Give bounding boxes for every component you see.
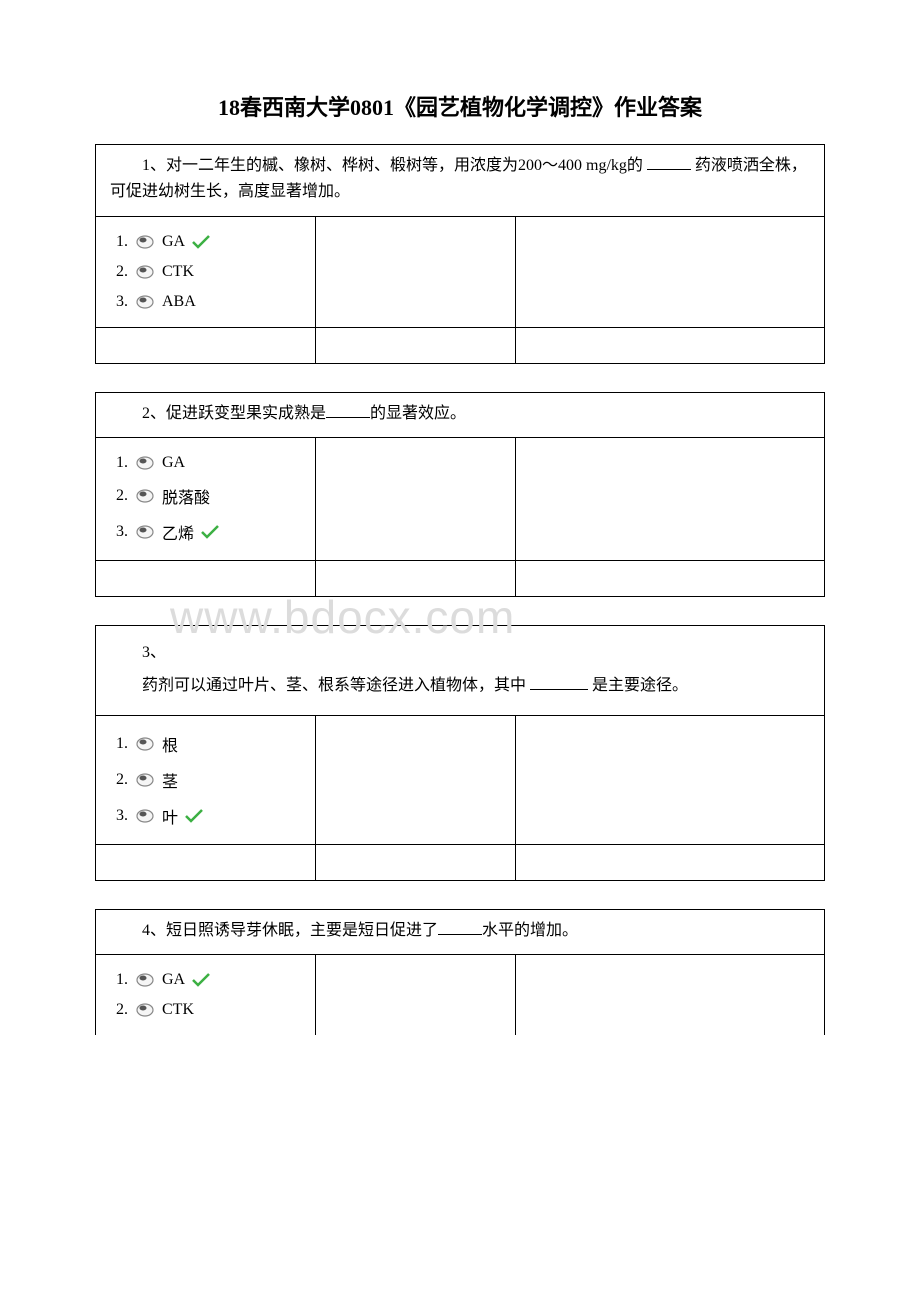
option-number: 1. <box>116 454 128 472</box>
check-icon <box>191 233 211 251</box>
option-row: 1. GA <box>110 227 301 257</box>
question-block-2: 2、促进跃变型果实成熟是的显著效应。 1. GA 2. 脱落 <box>95 392 825 597</box>
question-block-1: 1、对一二年生的槭、橡树、桦树、椴树等，用浓度为200～400 mg/kg的 药… <box>95 144 825 364</box>
q2-prefix: 2、 <box>142 405 166 422</box>
question-block-4: 4、短日照诱导芽休眠，主要是短日促进了 水平的增加。 1. GA 2. <box>95 909 825 1035</box>
radio-icon[interactable] <box>134 263 156 281</box>
radio-icon[interactable] <box>134 807 156 825</box>
check-icon <box>191 971 211 989</box>
option-label: CTK <box>162 263 194 281</box>
radio-icon[interactable] <box>134 771 156 789</box>
q3-text-b: 是主要途径。 <box>592 677 688 694</box>
option-label: 叶 <box>162 804 178 828</box>
option-row: 3. ABA <box>110 287 301 317</box>
option-row: 2. CTK <box>110 995 301 1025</box>
question-table-1: 1、对一二年生的槭、橡树、桦树、椴树等，用浓度为200～400 mg/kg的 药… <box>95 144 825 364</box>
option-label: GA <box>162 233 185 251</box>
question-table-3: 3、 药剂可以通过叶片、茎、根系等途径进入植物体，其中 是主要途径。 1. 根 <box>95 625 825 881</box>
option-number: 1. <box>116 735 128 753</box>
question-table-2: 2、促进跃变型果实成熟是的显著效应。 1. GA 2. 脱落 <box>95 392 825 597</box>
option-label: 根 <box>162 732 178 756</box>
check-icon <box>184 807 204 825</box>
option-number: 2. <box>116 771 128 789</box>
radio-icon[interactable] <box>134 1001 156 1019</box>
check-icon <box>200 523 220 541</box>
blank-fill <box>438 919 482 935</box>
option-label: 乙烯 <box>162 520 194 544</box>
option-number: 2. <box>116 263 128 281</box>
option-label: GA <box>162 971 185 989</box>
q1-prefix: 1、 <box>142 157 166 174</box>
option-label: 茎 <box>162 768 178 792</box>
radio-icon[interactable] <box>134 233 156 251</box>
option-number: 2. <box>116 1001 128 1019</box>
question-block-3: 3、 药剂可以通过叶片、茎、根系等途径进入植物体，其中 是主要途径。 1. 根 <box>95 625 825 881</box>
question-table-4: 4、短日照诱导芽休眠，主要是短日促进了 水平的增加。 1. GA 2. <box>95 909 825 1035</box>
q4-text-a: 短日照诱导芽休眠，主要是短日促进了 <box>166 922 438 939</box>
option-row: 2. CTK <box>110 257 301 287</box>
radio-icon[interactable] <box>134 523 156 541</box>
q4-prefix: 4、 <box>142 922 166 939</box>
option-number: 1. <box>116 971 128 989</box>
q2-text-b: 的显著效应。 <box>370 405 466 422</box>
q3-text-a: 药剂可以通过叶片、茎、根系等途径进入植物体，其中 <box>142 677 526 694</box>
option-row: 3. 乙烯 <box>110 514 301 550</box>
option-label: ABA <box>162 293 196 311</box>
option-number: 2. <box>116 487 128 505</box>
option-label: 脱落酸 <box>162 484 210 508</box>
q4-text-b: 水平的增加。 <box>482 922 578 939</box>
option-number: 3. <box>116 293 128 311</box>
radio-icon[interactable] <box>134 735 156 753</box>
option-row: 2. 脱落酸 <box>110 478 301 514</box>
option-row: 2. 茎 <box>110 762 301 798</box>
option-number: 3. <box>116 807 128 825</box>
option-row: 3. 叶 <box>110 798 301 834</box>
q2-text-a: 促进跃变型果实成熟是 <box>166 405 326 422</box>
option-label: CTK <box>162 1001 194 1019</box>
blank-fill <box>647 154 691 170</box>
option-number: 1. <box>116 233 128 251</box>
radio-icon[interactable] <box>134 971 156 989</box>
radio-icon[interactable] <box>134 293 156 311</box>
page-title: 18春西南大学0801《园艺植物化学调控》作业答案 <box>95 90 825 122</box>
radio-icon[interactable] <box>134 454 156 472</box>
option-row: 1. GA <box>110 965 301 995</box>
q3-prefix: 3、 <box>142 644 166 661</box>
blank-fill <box>530 674 588 690</box>
option-row: 1. GA <box>110 448 301 478</box>
blank-fill <box>326 402 370 418</box>
radio-icon[interactable] <box>134 487 156 505</box>
option-label: GA <box>162 454 185 472</box>
option-number: 3. <box>116 523 128 541</box>
option-row: 1. 根 <box>110 726 301 762</box>
q1-text-a: 对一二年生的槭、橡树、桦树、椴树等，用浓度为200～400 mg/kg的 <box>166 157 643 174</box>
